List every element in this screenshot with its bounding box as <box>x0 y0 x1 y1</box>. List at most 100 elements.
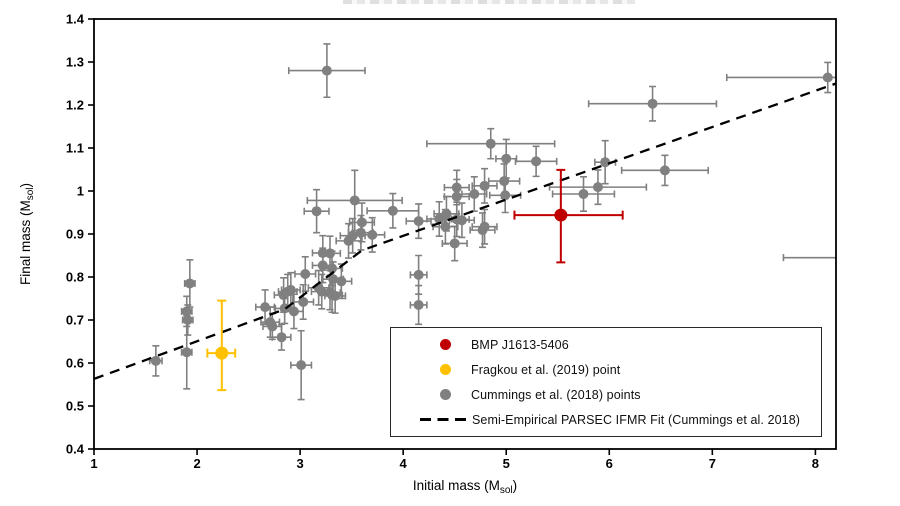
data-point <box>347 230 358 241</box>
data-point <box>500 190 511 201</box>
data-point <box>592 182 603 193</box>
legend-item-fragkou: Fragkou et al. (2019) point <box>391 362 821 378</box>
data-point <box>349 195 360 206</box>
x-tick-label: 5 <box>503 456 510 471</box>
data-point <box>440 221 451 232</box>
x-tick-label: 7 <box>709 456 716 471</box>
error-bar <box>206 299 237 392</box>
data-point <box>451 191 462 202</box>
data-point <box>330 290 341 301</box>
bmp-point <box>513 168 624 264</box>
data-point <box>822 72 833 83</box>
data-point <box>355 227 366 238</box>
x-tick-label: 8 <box>812 456 819 471</box>
data-point <box>215 346 229 360</box>
legend-dashed-line-icon <box>420 418 469 421</box>
data-point <box>413 216 424 227</box>
data-point <box>181 347 192 358</box>
data-point <box>336 276 347 287</box>
data-point <box>327 263 338 274</box>
data-point <box>387 205 398 216</box>
data-point <box>150 355 161 366</box>
x-tick-label: 6 <box>606 456 613 471</box>
data-point <box>479 221 490 232</box>
data-point <box>413 299 424 310</box>
y-tick-label: 1 <box>77 184 84 199</box>
data-point <box>317 260 328 271</box>
data-point <box>531 156 542 167</box>
data-point <box>285 284 296 295</box>
y-tick-label: 1.4 <box>66 12 85 27</box>
y-tick-label: 1.1 <box>66 141 84 156</box>
data-point <box>449 238 460 249</box>
legend-marker-fragkou-dot-icon <box>440 364 451 375</box>
data-point <box>300 268 311 279</box>
data-point <box>857 253 867 263</box>
data-point <box>260 302 271 313</box>
data-point <box>554 208 568 222</box>
data-point <box>485 138 496 149</box>
data-point <box>499 176 510 187</box>
data-point <box>479 180 490 191</box>
plot-area <box>94 43 867 401</box>
error-bar <box>725 61 836 94</box>
legend-marker-bmp-dot-icon <box>440 339 451 350</box>
data-point <box>501 153 512 164</box>
y-tick-label: 0.4 <box>66 442 85 457</box>
legend-item-cummings: Cummings et al. (2018) points <box>391 387 821 403</box>
chart-legend: BMP J1613-5406 Fragkou et al. (2019) poi… <box>390 327 822 437</box>
y-tick-label: 0.5 <box>66 399 84 414</box>
data-point <box>356 217 367 228</box>
plot-frame <box>93 18 837 450</box>
legend-label-bmp: BMP J1613-5406 <box>471 337 569 352</box>
legend-label-parsec-fit: Semi-Empirical PARSEC IFMR Fit (Cummings… <box>472 412 801 427</box>
data-point <box>181 306 192 317</box>
x-tick-label: 4 <box>400 456 408 471</box>
data-point <box>317 247 328 258</box>
data-point <box>184 278 195 289</box>
data-point <box>182 315 193 325</box>
data-point <box>316 286 327 297</box>
data-point <box>434 213 445 224</box>
data-point <box>311 206 322 217</box>
legend-label-cummings: Cummings et al. (2018) points <box>471 387 641 402</box>
y-tick-label: 1.3 <box>66 55 84 70</box>
data-point <box>288 306 299 317</box>
y-tick-label: 0.7 <box>66 313 84 328</box>
data-point <box>647 98 658 109</box>
x-tick-label: 3 <box>296 456 303 471</box>
legend-marker-cummings-dot-icon <box>440 389 451 400</box>
error-bar <box>782 254 836 262</box>
data-point <box>276 332 287 343</box>
data-point <box>413 269 424 280</box>
data-point <box>267 321 278 332</box>
data-point <box>600 157 611 168</box>
y-axis-title: Final mass (Msol) <box>18 183 36 285</box>
legend-item-parsec-fit: Semi-Empirical PARSEC IFMR Fit (Cummings… <box>391 412 821 428</box>
data-point <box>321 65 332 76</box>
y-tick-label: 1.2 <box>66 98 84 113</box>
x-tick-label: 2 <box>193 456 200 471</box>
data-point <box>279 303 290 314</box>
y-tick-label: 0.9 <box>66 227 84 242</box>
legend-item-bmp: BMP J1613-5406 <box>391 337 821 353</box>
cropped-title-remnant <box>343 0 635 4</box>
y-tick-label: 0.6 <box>66 356 84 371</box>
axes: 1 2 3 4 5 6 7 8 0.4 0.5 0.6 0.7 0.8 0.9 1 1.1 1.2 1.3 1.4 I… <box>18 12 819 497</box>
data-point <box>578 189 589 200</box>
data-point <box>441 208 452 219</box>
data-point <box>456 215 467 226</box>
data-point <box>324 248 335 259</box>
legend-label-fragkou: Fragkou et al. (2019) point <box>471 362 621 377</box>
data-point <box>298 296 309 307</box>
parsec-ifmr-fit-line <box>94 82 836 380</box>
data-point <box>659 165 670 176</box>
x-axis-title: Initial mass (Msol) <box>413 478 517 496</box>
data-point <box>367 229 378 240</box>
data-point <box>296 360 307 371</box>
x-tick-label: 1 <box>90 456 97 471</box>
fragkou-point <box>206 299 237 392</box>
data-point <box>451 182 462 193</box>
